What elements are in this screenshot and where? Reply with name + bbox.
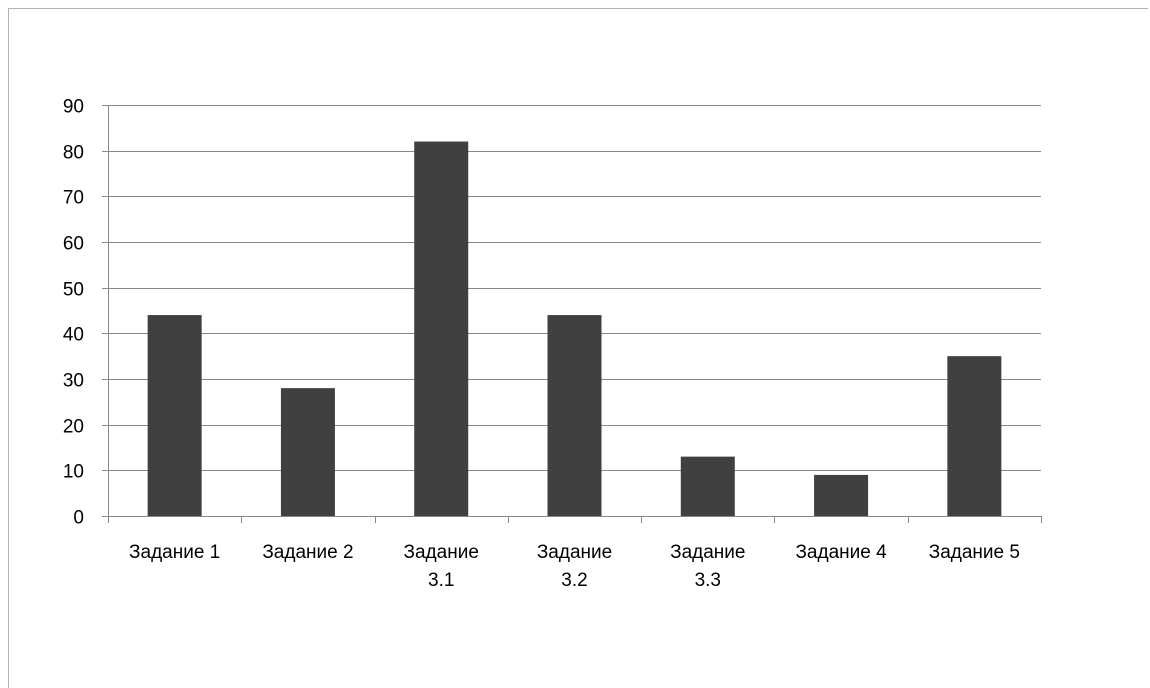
x-category-label-line: Задание (537, 542, 612, 563)
x-category-label-line: Задание 5 (929, 542, 1020, 563)
x-category-label-line: Задание 4 (795, 542, 887, 563)
y-tick-label: 80 (63, 143, 84, 164)
bar (947, 356, 1002, 516)
x-category-label-line: Задание 2 (262, 542, 353, 563)
x-category-label-line: 3.3 (695, 570, 721, 591)
y-tick-label: 0 (73, 508, 84, 529)
bar (414, 141, 469, 517)
x-category-label: Задание 2 (262, 542, 353, 563)
x-category-label-line: 3.1 (428, 570, 454, 591)
bar (547, 315, 602, 516)
x-category-label-line: Задание (670, 542, 745, 563)
x-category-label-line: Задание (404, 542, 479, 563)
chart-frame (8, 8, 1148, 688)
y-tick-label: 40 (63, 325, 84, 346)
x-category-label: Задание 3.1 (404, 542, 479, 591)
y-tick-label: 60 (63, 234, 84, 255)
x-category-label: Задание 4 (795, 542, 887, 563)
bar (680, 456, 735, 516)
y-tick-label: 20 (63, 417, 84, 438)
axes (102, 105, 1042, 523)
bar (814, 474, 869, 516)
y-tick-label: 50 (63, 280, 84, 301)
x-category-label: Задание 1 (129, 542, 220, 563)
x-category-label-line: Задание 1 (129, 542, 220, 563)
y-tick-label: 10 (63, 462, 84, 483)
bars (147, 141, 1002, 517)
y-tick-label: 30 (63, 371, 84, 392)
y-tick-label: 70 (63, 188, 84, 209)
y-tick-label: 90 (63, 97, 84, 118)
x-category-label-line: 3.2 (561, 570, 587, 591)
bar (280, 388, 335, 516)
x-category-label: Задание 3.2 (537, 542, 612, 591)
x-category-label: Задание 5 (929, 542, 1020, 563)
bar (147, 315, 202, 516)
y-tick-labels: 0 10 20 30 40 50 60 70 80 90 (63, 97, 84, 529)
x-category-label: Задание 3.3 (670, 542, 745, 591)
